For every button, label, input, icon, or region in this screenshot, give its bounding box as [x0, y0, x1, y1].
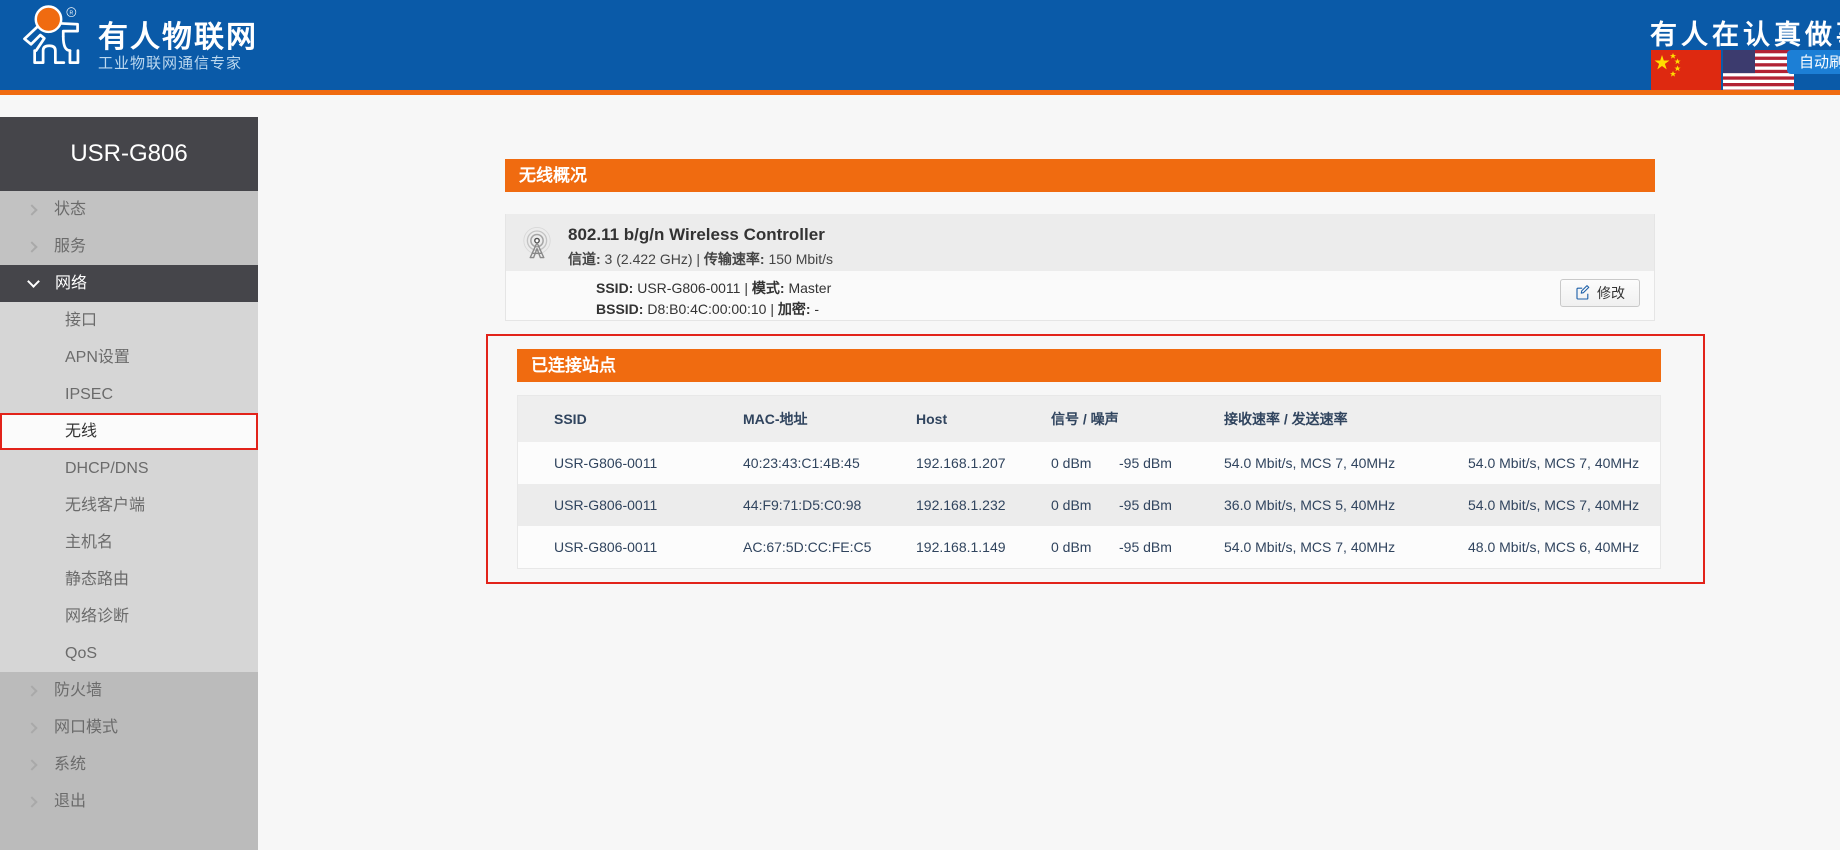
svg-text:R: R	[70, 10, 74, 16]
